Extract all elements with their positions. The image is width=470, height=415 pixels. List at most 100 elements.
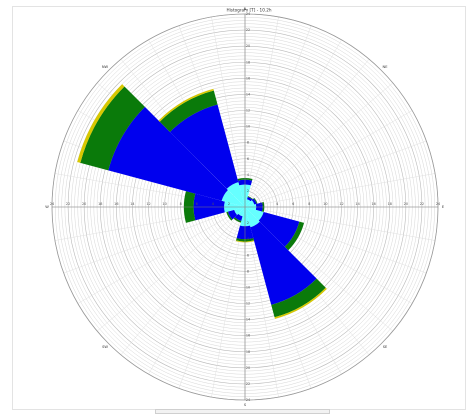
rose-bar-150-bin0: [245, 207, 260, 228]
horizontal-scrollbar[interactable]: [155, 409, 330, 414]
rose-bar-180-bin3: [235, 240, 255, 243]
grid-ray: [244, 58, 370, 208]
rose-bars: [77, 84, 327, 319]
radial-tick-label: 14: [246, 92, 250, 96]
grid-ray: [244, 206, 436, 241]
radial-tick-label: 22: [66, 202, 70, 206]
radial-tick-label: 18: [246, 60, 250, 64]
radial-tick-label: 4: [276, 202, 278, 206]
grid-ray: [63, 206, 246, 274]
rose-bar-60-bin2: [253, 197, 258, 204]
rose-bar-240-bin0: [234, 207, 245, 215]
radial-tick-label: 8: [247, 269, 249, 273]
radial-tick-label: 20: [404, 202, 408, 206]
radial-tick-label: 16: [246, 334, 250, 338]
radial-tick-label: 2: [247, 189, 249, 193]
rose-bar-60-bin0: [245, 200, 255, 207]
radial-tick-label: 14: [130, 202, 134, 206]
radial-tick-label: 6: [247, 157, 249, 161]
radial-tick-label: 24: [436, 202, 440, 206]
radial-tick-label: 16: [372, 202, 376, 206]
rose-bar-120-bin0: [245, 207, 264, 221]
wind-rose-chart: 2222444466668888101010101212121214141414…: [45, 7, 445, 407]
grid-ray: [244, 25, 312, 208]
radial-tick-label: 10: [246, 285, 250, 289]
radial-tick-label: 6: [292, 202, 294, 206]
radial-tick-label: 24: [246, 398, 250, 402]
rose-bar-150-bin2: [271, 278, 326, 318]
radial-tick-label: 10: [323, 202, 327, 206]
grid-ray: [244, 16, 279, 208]
radial-tick-label: 4: [247, 237, 249, 241]
axes: [52, 14, 438, 400]
tick-labels: 2222444466668888101010101212121214141414…: [45, 7, 445, 407]
rose-bar-300-bin0: [221, 189, 245, 207]
radial-tick-label: 20: [246, 44, 250, 48]
radial-tick-label: 8: [247, 141, 249, 145]
direction-label: SW: [102, 345, 108, 349]
chart-title: Histogram [T] - 10.2h: [226, 8, 271, 13]
rose-bar-60-bin1: [251, 198, 257, 205]
direction-label: W: [45, 205, 49, 209]
radial-tick-label: 22: [420, 202, 424, 206]
radial-tick-label: 22: [246, 382, 250, 386]
radial-tick-label: 12: [339, 202, 343, 206]
grid-ray: [178, 206, 246, 389]
direction-label: NW: [102, 65, 109, 69]
radial-tick-label: 20: [246, 366, 250, 370]
grid-ray: [244, 110, 413, 208]
rose-bar-120-bin2: [284, 221, 305, 251]
radial-tick-label: 16: [114, 202, 118, 206]
rose-bar-330-bin2: [159, 90, 218, 132]
chart-frame: 2 2 2 2 4 4 4 4 6 6 6 6 8 8 8 8 10 10 10 10 12 12 12 12 14 14 14 14…: [12, 6, 466, 410]
rose-bar-120-bin1: [258, 212, 300, 247]
radial-tick-label: 8: [308, 202, 310, 206]
radial-tick-label: 16: [246, 76, 250, 80]
radial-tick-label: 12: [146, 202, 150, 206]
rose-bar-330-bin1: [169, 104, 239, 189]
radial-tick-label: 18: [388, 202, 392, 206]
radial-tick-label: 18: [98, 202, 102, 206]
radial-tick-label: 18: [246, 350, 250, 354]
grid-ray: [244, 82, 394, 208]
radial-tick-label: 10: [246, 125, 250, 129]
radial-tick-label: 4: [247, 173, 249, 177]
rose-bar-150-bin1: [250, 221, 317, 305]
radial-tick-label: 10: [162, 202, 166, 206]
direction-label: N: [244, 7, 247, 11]
grid-ray: [211, 16, 246, 208]
radial-tick-label: 22: [246, 28, 250, 32]
grid-ray: [77, 206, 246, 304]
radial-tick-label: 24: [50, 202, 54, 206]
grid-ray: [244, 173, 436, 208]
rose-bar-300-bin3: [77, 84, 125, 163]
rose-bar-240-bin2: [226, 211, 233, 221]
radial-tick-label: 24: [246, 12, 250, 16]
radial-tick-label: 2: [247, 221, 249, 225]
grid-ray: [120, 206, 246, 356]
rose-bar-240-bin1: [227, 209, 238, 220]
direction-label: E: [442, 205, 445, 209]
radial-tick-label: 4: [212, 202, 214, 206]
rose-bar-210-bin1: [234, 213, 243, 221]
rose-bar-300-bin1: [108, 106, 228, 201]
rose-bar-210-bin2: [233, 217, 242, 223]
direction-label: S: [244, 403, 247, 407]
rose-bar-30-bin0: [245, 199, 251, 207]
radial-tick-label: 14: [246, 318, 250, 322]
radial-tick-label: 8: [180, 202, 182, 206]
radial-tick-label: 12: [246, 302, 250, 306]
grid-ray: [244, 39, 342, 208]
grid-ray: [96, 206, 246, 332]
grid-ray: [244, 140, 427, 208]
rose-bar-210-bin0: [238, 207, 245, 217]
radial-tick-label: 14: [355, 202, 359, 206]
rose-bar-30-bin1: [247, 196, 253, 202]
rose-bar-30-bin2: [247, 196, 253, 200]
rose-bar-300-bin2: [80, 86, 145, 171]
direction-label: NE: [383, 65, 389, 69]
radial-tick-label: 20: [82, 202, 86, 206]
direction-label: SE: [383, 345, 388, 349]
rose-bar-330-bin0: [226, 182, 245, 207]
